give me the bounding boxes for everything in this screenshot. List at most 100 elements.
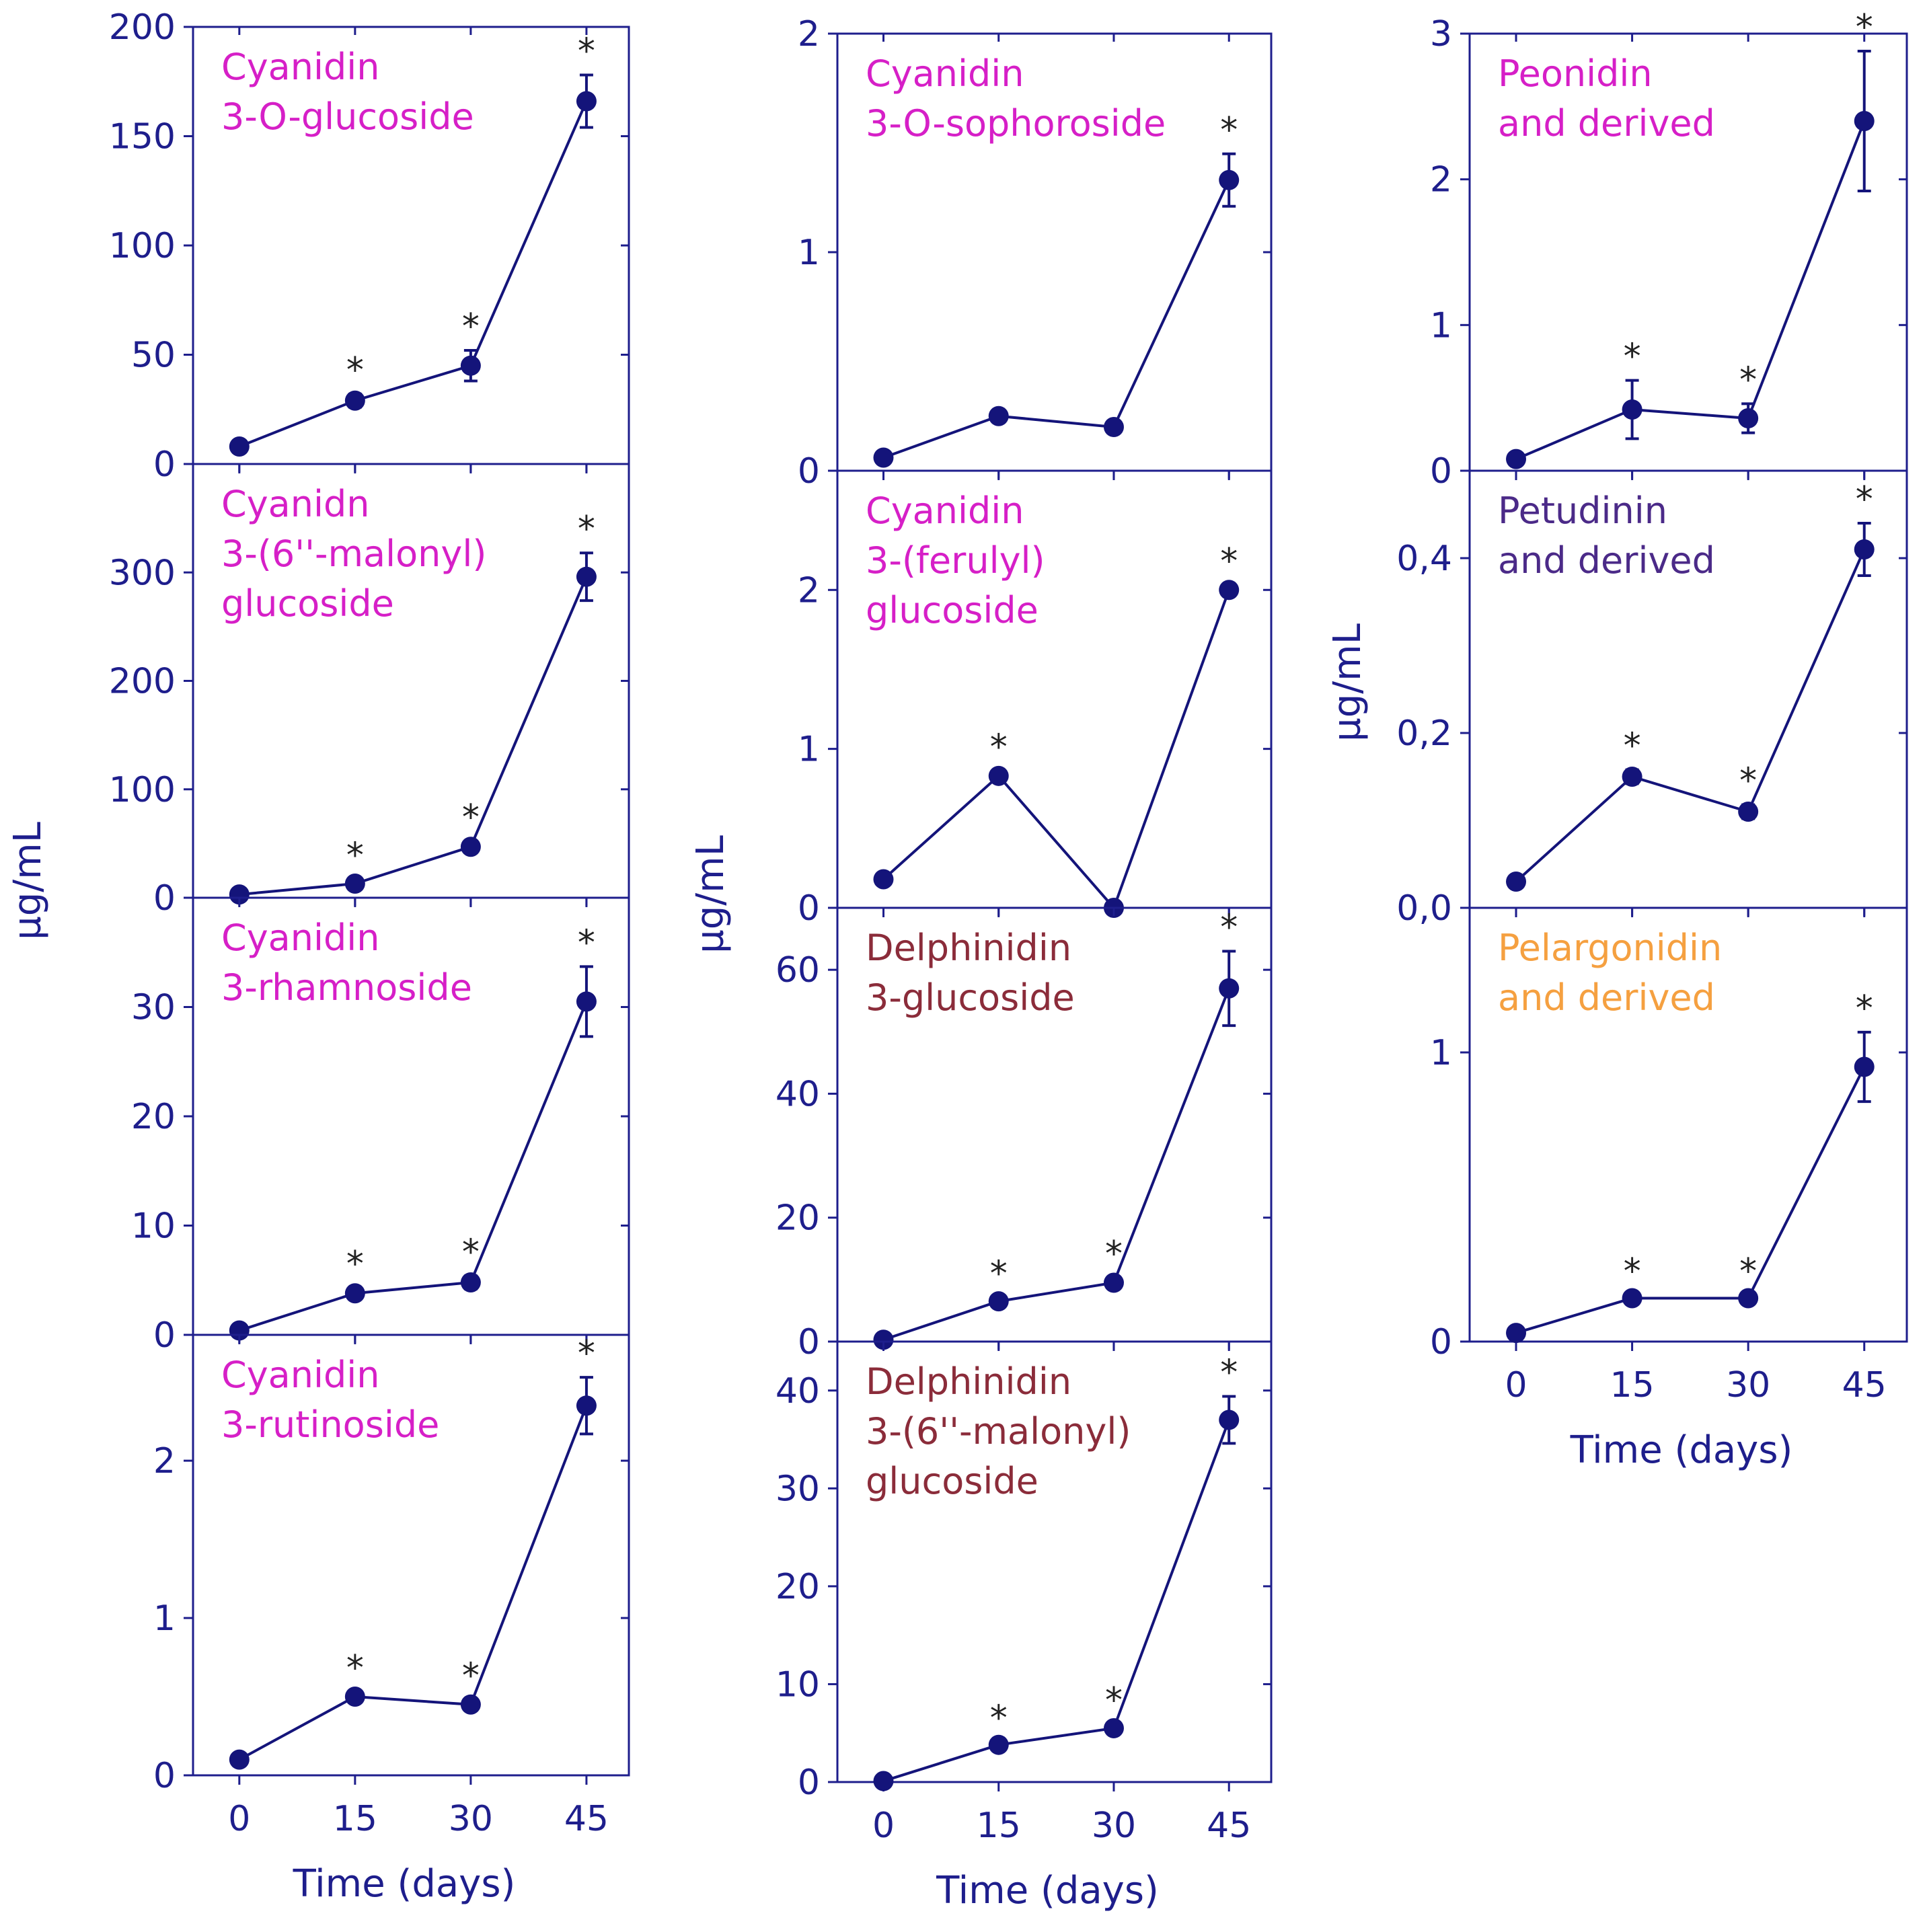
data-point (988, 765, 1009, 786)
significance-star: * (1220, 541, 1238, 582)
data-point (229, 884, 250, 905)
data-point (576, 1395, 597, 1416)
panel-title-line: Cyanidin (221, 46, 380, 88)
chart-panel-peo: 0 1 2 3 * * * Peonidin and derived (1430, 7, 1908, 492)
x-tick-label: 15 (1610, 1365, 1655, 1405)
x-tick-label: 0 (228, 1799, 250, 1839)
significance-star: * (346, 1244, 364, 1284)
plot-frame (1468, 469, 1908, 909)
series-line (238, 1405, 588, 1761)
y-tick-label: 0,2 (1396, 713, 1452, 754)
y-tick-label: 0 (153, 878, 176, 919)
significance-star: * (1105, 1234, 1123, 1274)
y-tick-label: 1 (798, 730, 820, 770)
series-line (239, 100, 588, 448)
y-tick-label: 0 (798, 888, 820, 929)
y-tick-label: 0,0 (1396, 888, 1452, 929)
x-axis-label: Time (days) (936, 1869, 1159, 1912)
y-tick-label: 1 (153, 1598, 176, 1639)
series-line (1515, 120, 1866, 461)
chart-panel-c3mg: 0 100 200 300 * * * Cyanidn 3-(6''-malonyl) gluco… (109, 463, 630, 919)
x-axis-label: Time (days) (1570, 1428, 1793, 1472)
series-line (239, 576, 588, 896)
panel-title-line: Cyanidin (221, 917, 380, 959)
significance-star: * (462, 1656, 480, 1697)
x-tick-label: 15 (977, 1806, 1021, 1846)
series-line (882, 1419, 1231, 1783)
x-tick-label: 15 (333, 1799, 377, 1839)
significance-star: * (1739, 360, 1757, 400)
data-point (1506, 872, 1527, 892)
y-tick-label: 100 (109, 770, 176, 810)
y-tick-label: 2 (153, 1441, 176, 1481)
y-tick-label: 0 (153, 1315, 176, 1356)
y-tick-label: 20 (776, 1198, 820, 1239)
significance-star: * (346, 836, 364, 876)
significance-star: * (578, 32, 595, 72)
panel-title-line: 3-rhamnoside (221, 966, 472, 1009)
y-tick-label: 10 (776, 1664, 820, 1705)
x-tick-label: 45 (564, 1799, 609, 1839)
significance-star: * (462, 1232, 480, 1272)
y-tick-label: 2 (798, 14, 820, 54)
significance-star: * (1220, 1353, 1238, 1393)
panel-title-line: Cyanidin (866, 52, 1024, 95)
data-point (460, 837, 481, 857)
data-point (344, 1283, 365, 1304)
y-tick-label: 100 (109, 226, 176, 266)
data-point (1103, 1272, 1124, 1293)
panel-title-line: Cyanidin (866, 490, 1024, 532)
y-tick-label: 10 (131, 1206, 176, 1247)
significance-star: * (1220, 908, 1238, 948)
data-point (460, 1272, 481, 1292)
series-line (882, 589, 1231, 911)
data-point (988, 1734, 1009, 1755)
data-point (1738, 802, 1759, 822)
panel-title-line: Delphinidin (866, 1360, 1071, 1403)
data-point (344, 874, 365, 894)
chart-panel-c3og: 0 50 100 150 200 * * * Cyanidin 3-O-glucoside (109, 7, 630, 485)
plot-frame (192, 1334, 630, 1777)
plot-frame (192, 896, 630, 1336)
panel-title-line: Peonidin (1498, 52, 1653, 95)
y-tick-label: 2 (1430, 160, 1452, 200)
data-point (1219, 1409, 1240, 1430)
chart-panel-c3rh: 0 10 20 30 * * * Cyanidin 3-rhamnoside (131, 896, 630, 1356)
data-point (1622, 767, 1642, 787)
series-line (1515, 549, 1866, 883)
panel-title-line: Delphinidin (866, 927, 1071, 969)
plot-frame (836, 469, 1273, 909)
data-point (229, 436, 250, 457)
significance-star: * (1739, 761, 1757, 802)
significance-star: * (1856, 989, 1873, 1029)
significance-star: * (1105, 1680, 1123, 1721)
x-tick-label: 45 (1207, 1806, 1251, 1846)
data-point (1622, 399, 1642, 420)
y-tick-label: 20 (131, 1097, 176, 1137)
y-tick-label: 2 (798, 570, 820, 611)
significance-star: * (578, 923, 595, 963)
x-tick-label: 0 (1505, 1365, 1527, 1405)
data-point (873, 1329, 894, 1350)
data-point (576, 91, 597, 112)
data-point (1103, 1717, 1124, 1738)
chart-panel-pel: 0 1 0 15 30 45 Time (days) * * * Pelargonidin and d… (1430, 906, 1908, 1472)
series-line (882, 179, 1231, 459)
significance-star: * (1624, 337, 1641, 377)
x-tick-label: 0 (872, 1806, 895, 1846)
data-point (873, 447, 894, 468)
data-point (1854, 1056, 1875, 1077)
x-tick-label: 30 (449, 1799, 493, 1839)
panel-title-line: Cyanidin (221, 1354, 380, 1396)
panel-title-line: Petudinin (1498, 490, 1667, 532)
plot-frame (836, 1340, 1273, 1783)
y-tick-label: 0 (798, 451, 820, 492)
data-point (460, 1694, 481, 1715)
data-point (229, 1749, 250, 1770)
panel-title-line: and derived (1498, 976, 1715, 1019)
series-line (1515, 1066, 1866, 1335)
data-point (1103, 417, 1124, 437)
significance-star: * (990, 1254, 1008, 1295)
significance-star: * (462, 798, 480, 838)
